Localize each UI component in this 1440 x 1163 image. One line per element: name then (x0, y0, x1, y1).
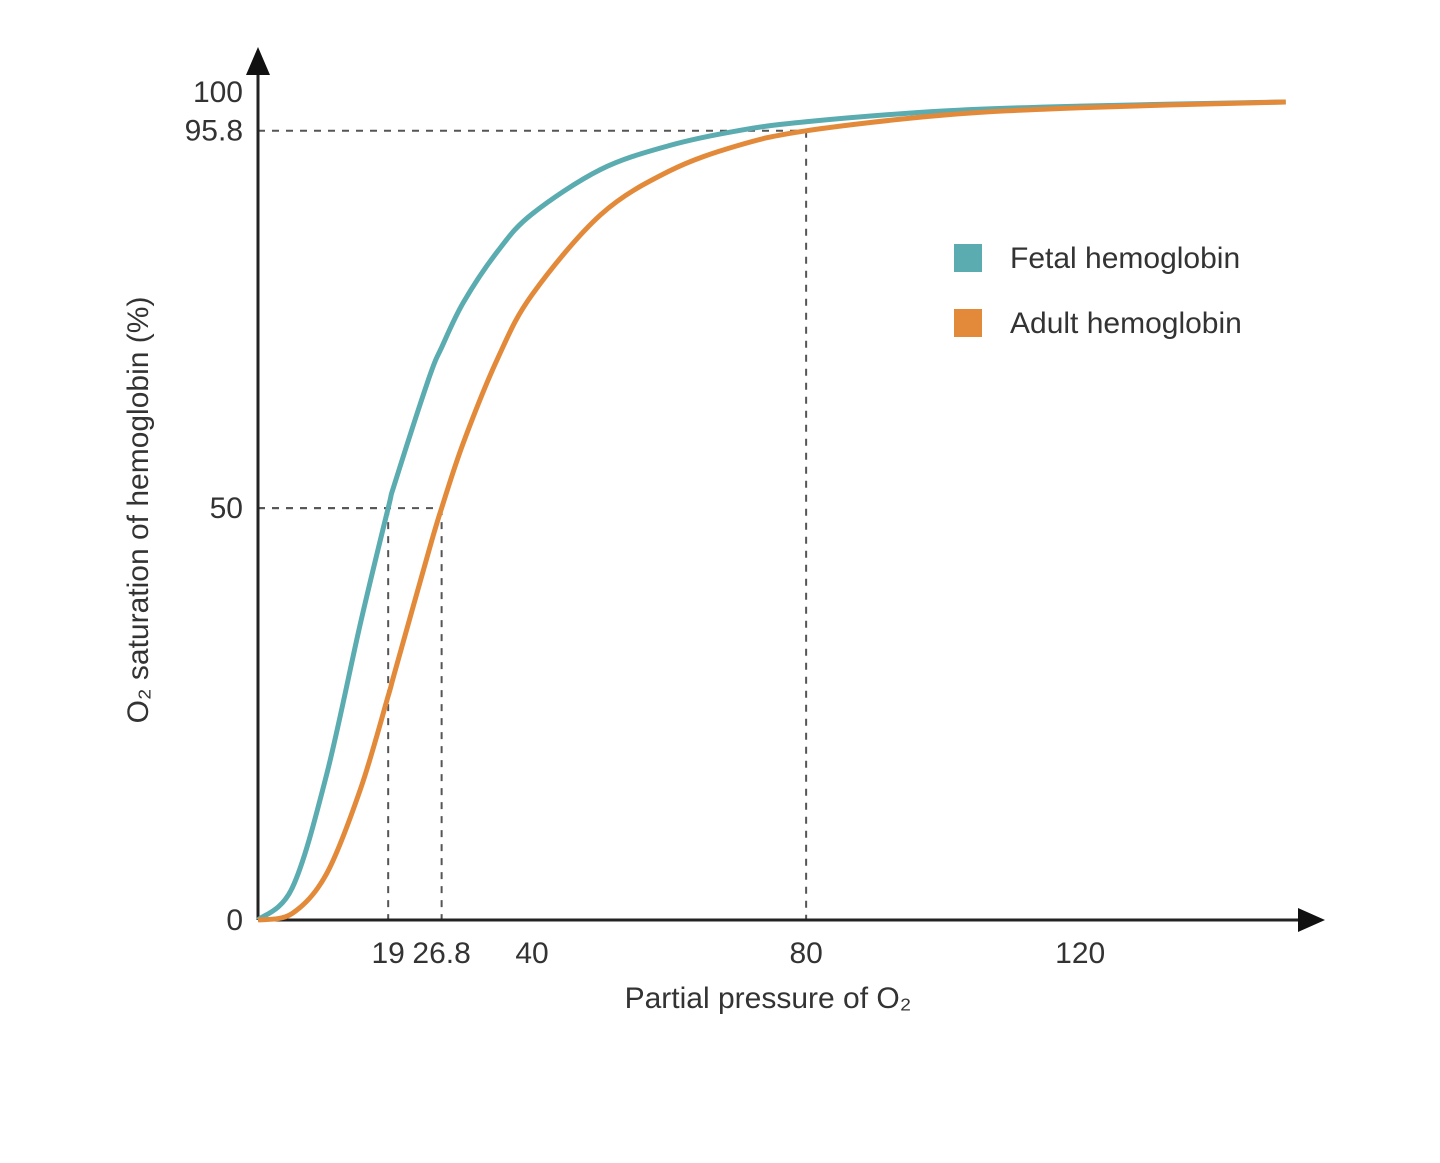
y-tick-label: 95.8 (185, 115, 243, 148)
x-axis-title: Partial pressure of O₂ (625, 982, 912, 1015)
legend-swatch (954, 244, 982, 272)
y-tick-label: 0 (226, 904, 243, 937)
x-tick-label: 80 (789, 937, 822, 970)
curve (257, 99, 1286, 923)
x-tick-label: 19 (371, 937, 404, 970)
y-axis-title: O₂ saturation of hemoglobin (%) (122, 297, 155, 724)
legend-label: Fetal hemoglobin (1010, 242, 1240, 275)
legend-label: Adult hemoglobin (1010, 307, 1242, 340)
y-tick-label: 50 (210, 492, 243, 525)
x-axis-arrow (1298, 908, 1325, 932)
x-tick-label: 26.8 (412, 937, 470, 970)
y-tick-label: 100 (193, 76, 243, 109)
legend-swatch (954, 309, 982, 337)
x-tick-label: 120 (1055, 937, 1105, 970)
x-tick-label: 40 (515, 937, 548, 970)
y-axis-arrow (246, 47, 270, 75)
curve (256, 99, 1286, 923)
